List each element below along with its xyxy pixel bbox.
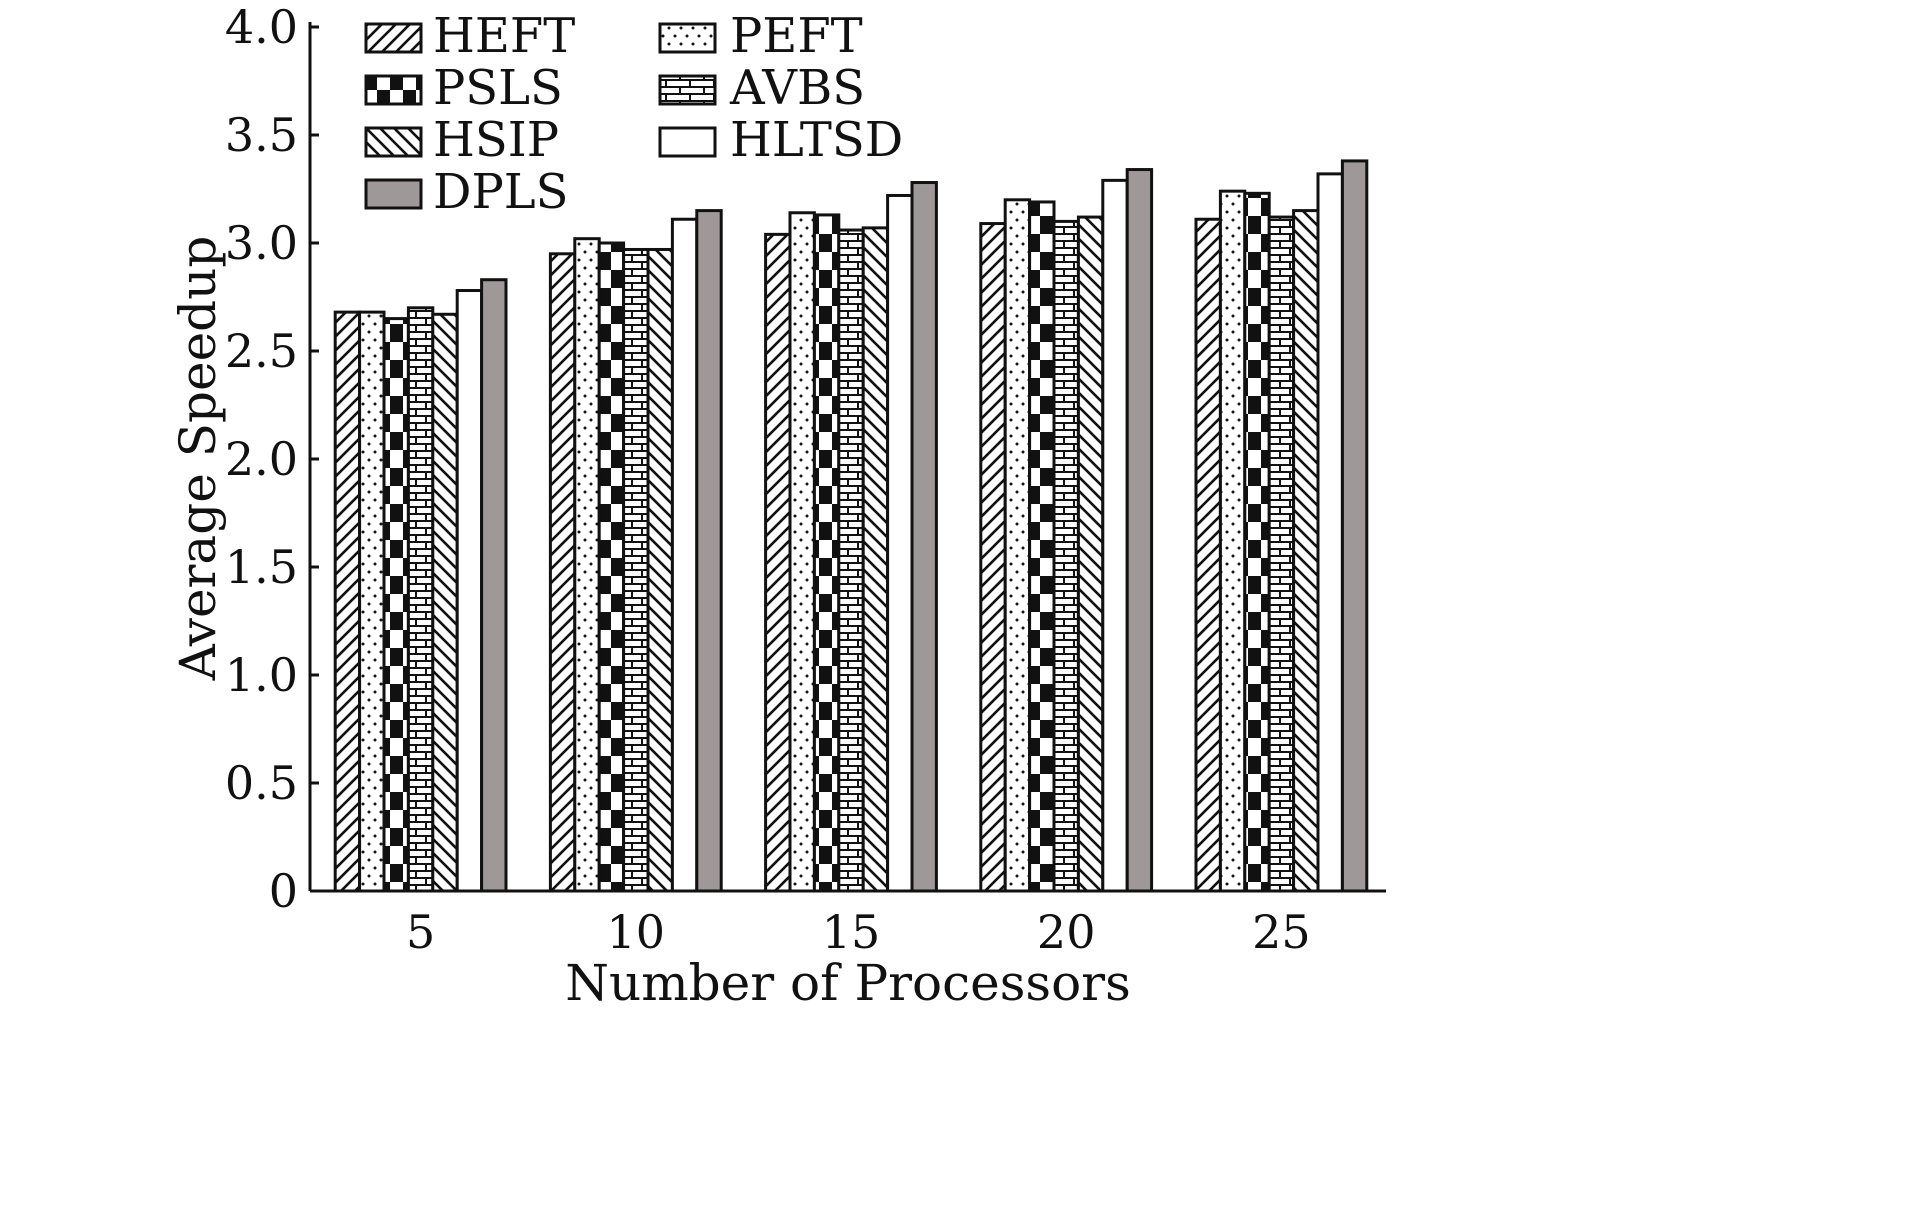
legend-label-peft: PEFT <box>730 8 863 64</box>
bar-hsip-15 <box>861 226 890 893</box>
bar-avbs-20 <box>1052 219 1080 893</box>
bar-heft-20 <box>979 222 1007 893</box>
bar-peft-25 <box>1218 189 1247 893</box>
y-tick-label-0-5: 0.5 <box>225 756 298 810</box>
legend-swatch-hltsd <box>658 126 717 158</box>
y-tick-label-4-0: 4.0 <box>225 0 298 54</box>
axes <box>308 22 1386 893</box>
legend-swatch-hsip <box>364 126 423 158</box>
bars-group <box>333 159 1369 893</box>
bar-avbs-5 <box>406 306 435 893</box>
legend-label-hltsd: HLTSD <box>730 112 903 168</box>
bar-heft-15 <box>764 232 792 893</box>
y-tick-label-1-0: 1.0 <box>225 648 298 702</box>
y-axis-title: Average Speedup <box>169 236 227 682</box>
legend-label-psls: PSLS <box>433 60 563 116</box>
bar-hltsd-20 <box>1101 178 1129 893</box>
y-tick-label-2-5: 2.5 <box>225 324 298 378</box>
bar-hltsd-25 <box>1316 172 1344 893</box>
bar-psls-20 <box>1028 200 1056 893</box>
bar-hsip-5 <box>431 312 459 893</box>
y-tick-label-3-5: 3.5 <box>225 108 298 162</box>
bar-heft-25 <box>1194 217 1222 893</box>
legend-label-heft: HEFT <box>433 8 575 64</box>
x-tick-label-10: 10 <box>607 905 666 959</box>
y-tick-label-1-5: 1.5 <box>225 540 298 594</box>
bar-peft-10 <box>573 237 601 893</box>
bar-psls-25 <box>1243 191 1271 893</box>
bar-hsip-25 <box>1292 209 1320 893</box>
bar-hltsd-15 <box>886 193 914 893</box>
bar-psls-5 <box>382 317 410 893</box>
legend-swatch-heft <box>364 22 423 54</box>
bar-dpls-10 <box>695 209 723 893</box>
bar-hsip-20 <box>1076 215 1105 893</box>
bar-avbs-25 <box>1267 215 1296 893</box>
bar-dpls-5 <box>480 278 508 893</box>
legend-label-avbs: AVBS <box>729 60 865 116</box>
bar-dpls-25 <box>1340 159 1369 893</box>
bar-hltsd-5 <box>455 289 484 893</box>
x-tick-label-15: 15 <box>822 905 881 959</box>
bar-hltsd-10 <box>670 217 699 893</box>
bar-avbs-10 <box>622 247 650 893</box>
y-ticks: 0 0.5 1.0 1.5 2.0 2.5 3.0 3.5 4.0 <box>225 0 319 918</box>
y-tick-label-2-0: 2.0 <box>225 432 298 486</box>
x-tick-label-5: 5 <box>406 905 435 959</box>
bar-avbs-15 <box>837 228 865 893</box>
bar-peft-20 <box>1003 198 1032 893</box>
legend-label-dpls: DPLS <box>433 164 569 220</box>
x-tick-label-20: 20 <box>1037 905 1096 959</box>
y-tick-label-3-0: 3.0 <box>225 216 298 270</box>
bar-heft-10 <box>548 252 577 893</box>
bar-peft-5 <box>358 310 386 893</box>
bar-dpls-15 <box>910 181 938 893</box>
bar-peft-15 <box>788 211 816 893</box>
legend-swatch-peft <box>658 22 717 54</box>
y-tick-label-0: 0 <box>269 864 298 918</box>
x-axis-title: Number of Processors <box>565 954 1130 1012</box>
bar-dpls-20 <box>1125 168 1154 893</box>
legend-swatch-dpls <box>364 178 423 210</box>
bar-psls-15 <box>812 213 841 893</box>
bar-hsip-10 <box>646 247 674 893</box>
legend-label-hsip: HSIP <box>433 112 559 168</box>
x-tick-label-25: 25 <box>1252 905 1311 959</box>
x-ticks: 5 10 15 20 25 <box>406 905 1311 959</box>
bar-heft-5 <box>333 310 362 893</box>
bar-psls-10 <box>597 241 626 893</box>
legend-swatch-psls <box>364 74 423 106</box>
legend-swatch-avbs <box>658 74 717 106</box>
